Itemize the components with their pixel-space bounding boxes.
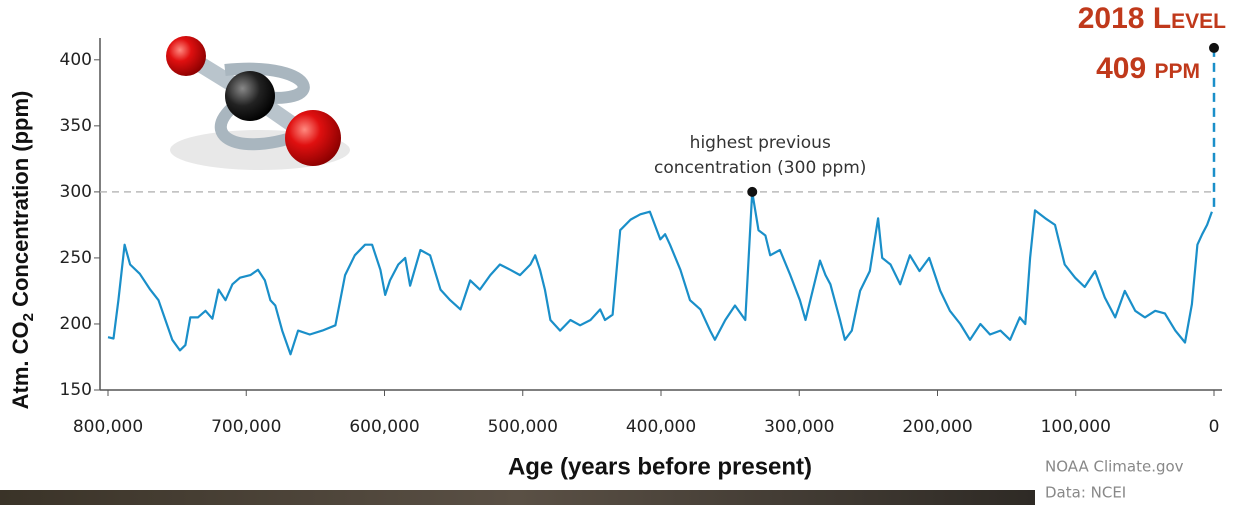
y-label-part: Concentration (ppm) bbox=[8, 91, 33, 313]
current-label: 409 ppm bbox=[1096, 52, 1200, 85]
data-line bbox=[107, 190, 1213, 356]
y-axis-label: Atm. CO2 Concentration (ppm) bbox=[8, 91, 37, 410]
x-tick-label: 500,000 bbox=[488, 417, 558, 437]
x-tick-label: 400,000 bbox=[626, 417, 696, 437]
source: NOAA Climate.gov bbox=[1045, 458, 1184, 476]
y-tick-label: 150 bbox=[60, 380, 92, 400]
current-title: 2018 Level bbox=[1078, 2, 1226, 35]
x-tick-label: 300,000 bbox=[764, 417, 834, 437]
current-point bbox=[1209, 42, 1219, 53]
x-tick-label: 800,000 bbox=[73, 417, 143, 437]
source-box bbox=[1035, 452, 1240, 505]
photo-strip bbox=[0, 490, 1035, 505]
y-tick-label: 400 bbox=[60, 50, 92, 70]
x-tick-label: 200,000 bbox=[902, 417, 972, 437]
y-tick-label: 300 bbox=[60, 182, 92, 202]
y-label-part: Atm. CO bbox=[8, 321, 33, 409]
y-tick-label: 250 bbox=[60, 248, 92, 268]
y-tick-label: 200 bbox=[60, 314, 92, 334]
y-tick-label: 350 bbox=[60, 116, 92, 136]
x-tick-label: 100,000 bbox=[1041, 417, 1111, 437]
source: Data: NCEI bbox=[1045, 484, 1126, 502]
y-label-subscript: 2 bbox=[20, 313, 37, 321]
x-tick-label: 700,000 bbox=[211, 417, 281, 437]
molecule-icon bbox=[166, 36, 350, 170]
x-tick-label: 600,000 bbox=[349, 417, 419, 437]
annotation-text: highest previous bbox=[690, 133, 831, 153]
x-tick-label: 0 bbox=[1209, 417, 1220, 437]
annotation-text: concentration (300 ppm) bbox=[654, 158, 866, 178]
x-axis-label: Age (years before present) bbox=[508, 453, 812, 480]
annotation-point bbox=[747, 186, 758, 197]
